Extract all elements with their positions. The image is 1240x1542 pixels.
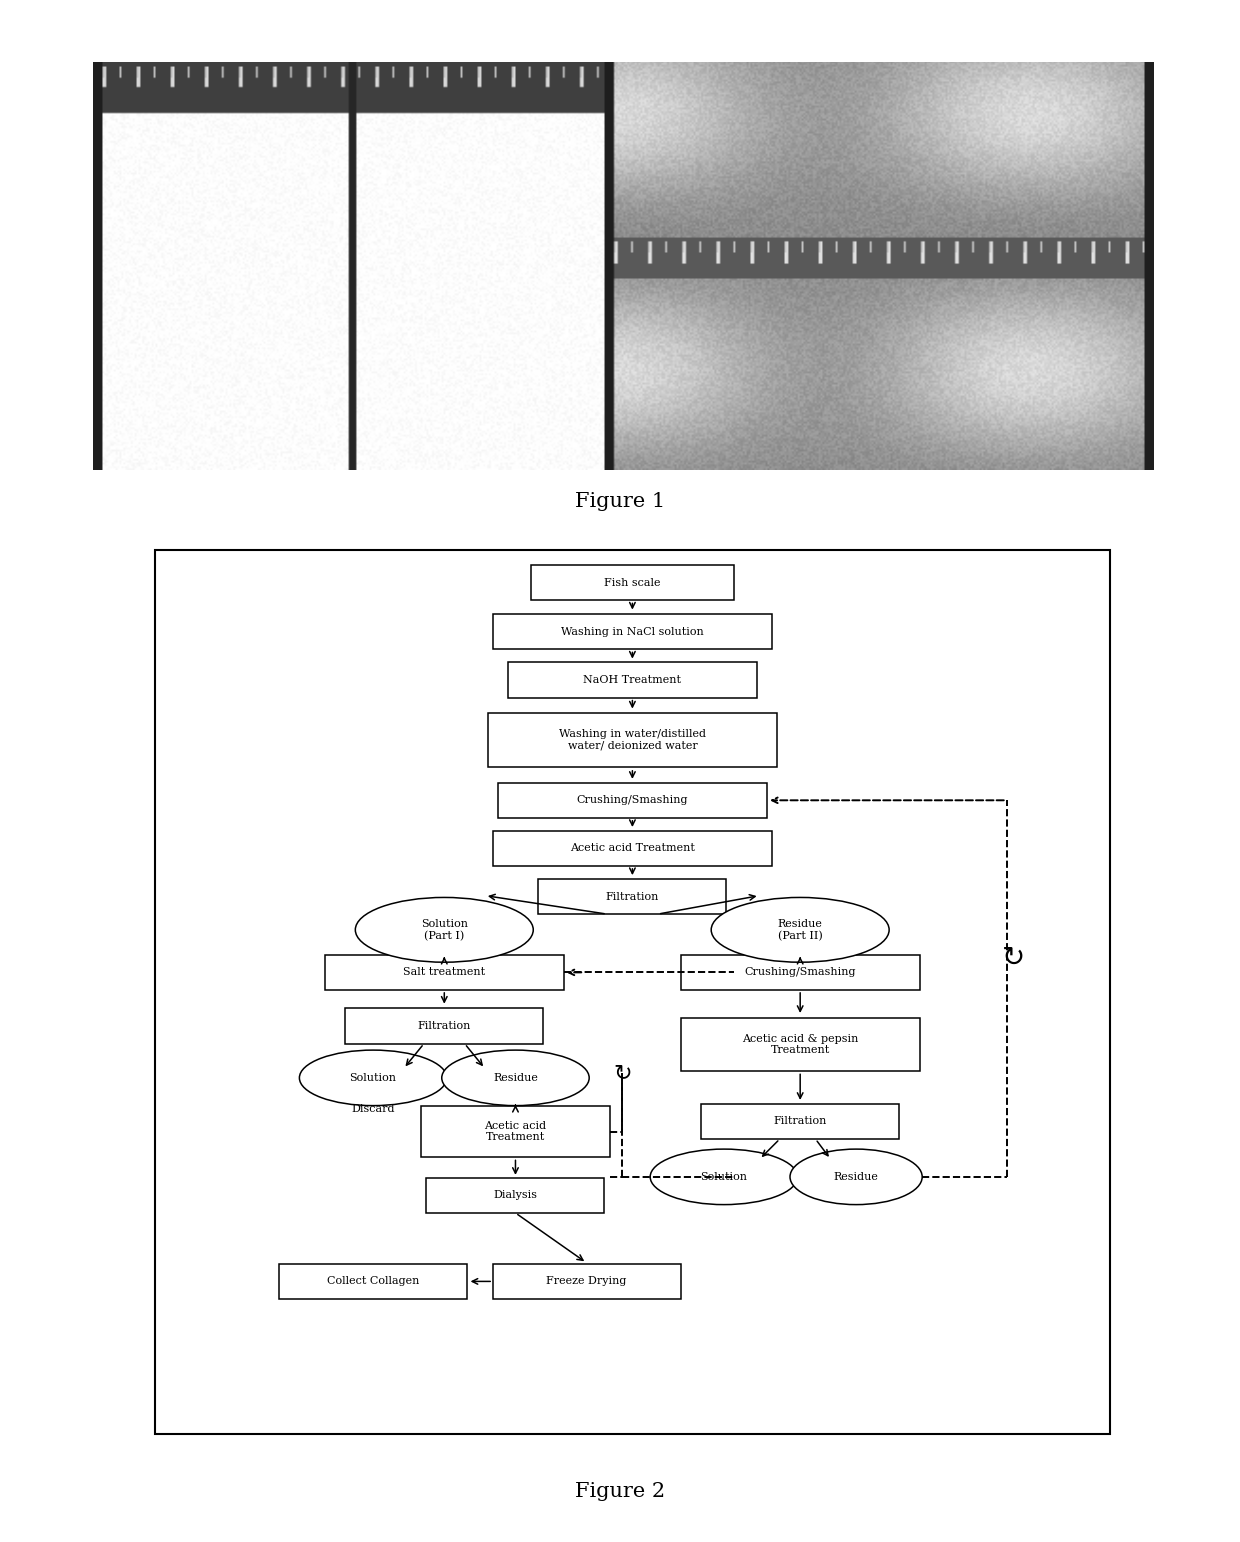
Ellipse shape — [299, 1050, 446, 1106]
Text: Filtration: Filtration — [774, 1116, 827, 1126]
Text: Crushing/Smashing: Crushing/Smashing — [744, 967, 856, 978]
Text: Salt treatment: Salt treatment — [403, 967, 485, 978]
FancyBboxPatch shape — [538, 879, 727, 914]
FancyBboxPatch shape — [325, 954, 564, 990]
Text: ↻: ↻ — [613, 1064, 631, 1082]
Text: NaOH Treatment: NaOH Treatment — [583, 675, 682, 685]
FancyBboxPatch shape — [279, 1264, 467, 1298]
Ellipse shape — [712, 897, 889, 962]
Text: Solution: Solution — [350, 1073, 397, 1082]
Text: Acetic acid Treatment: Acetic acid Treatment — [570, 843, 694, 853]
Ellipse shape — [790, 1149, 923, 1204]
FancyBboxPatch shape — [681, 954, 920, 990]
FancyBboxPatch shape — [422, 1106, 610, 1158]
Text: Washing in NaCl solution: Washing in NaCl solution — [560, 628, 704, 637]
Text: Figure 2: Figure 2 — [575, 1482, 665, 1500]
Text: Crushing/Smashing: Crushing/Smashing — [577, 796, 688, 805]
Text: Residue: Residue — [833, 1172, 878, 1181]
FancyBboxPatch shape — [531, 566, 734, 600]
Ellipse shape — [356, 897, 533, 962]
Ellipse shape — [650, 1149, 797, 1204]
Text: Fish scale: Fish scale — [604, 578, 661, 588]
Ellipse shape — [441, 1050, 589, 1106]
Text: Acetic acid & pepsin
Treatment: Acetic acid & pepsin Treatment — [742, 1033, 858, 1055]
Text: Acetic acid
Treatment: Acetic acid Treatment — [485, 1121, 547, 1143]
FancyBboxPatch shape — [487, 714, 777, 766]
FancyBboxPatch shape — [701, 1104, 899, 1140]
Text: Figure 1: Figure 1 — [575, 492, 665, 510]
FancyBboxPatch shape — [427, 1178, 604, 1214]
Text: Filtration: Filtration — [418, 1021, 471, 1032]
Text: Solution: Solution — [701, 1172, 748, 1181]
Text: Freeze Drying: Freeze Drying — [547, 1277, 627, 1286]
FancyBboxPatch shape — [497, 783, 768, 817]
Text: Residue
(Part II): Residue (Part II) — [777, 919, 822, 941]
Text: Collect Collagen: Collect Collagen — [327, 1277, 419, 1286]
FancyBboxPatch shape — [155, 550, 1110, 1434]
FancyBboxPatch shape — [492, 1264, 681, 1298]
FancyBboxPatch shape — [492, 831, 773, 867]
Text: Dialysis: Dialysis — [494, 1190, 537, 1200]
Text: Discard: Discard — [351, 1104, 394, 1115]
Text: Solution
(Part I): Solution (Part I) — [420, 919, 467, 941]
Text: Washing in water/distilled
water/ deionized water: Washing in water/distilled water/ deioni… — [559, 729, 706, 751]
FancyBboxPatch shape — [681, 1018, 920, 1072]
Text: ↻: ↻ — [1002, 944, 1025, 971]
FancyBboxPatch shape — [345, 1008, 543, 1044]
FancyBboxPatch shape — [508, 663, 756, 697]
Text: Residue: Residue — [494, 1073, 538, 1082]
Text: Filtration: Filtration — [605, 891, 660, 902]
FancyBboxPatch shape — [492, 614, 773, 649]
